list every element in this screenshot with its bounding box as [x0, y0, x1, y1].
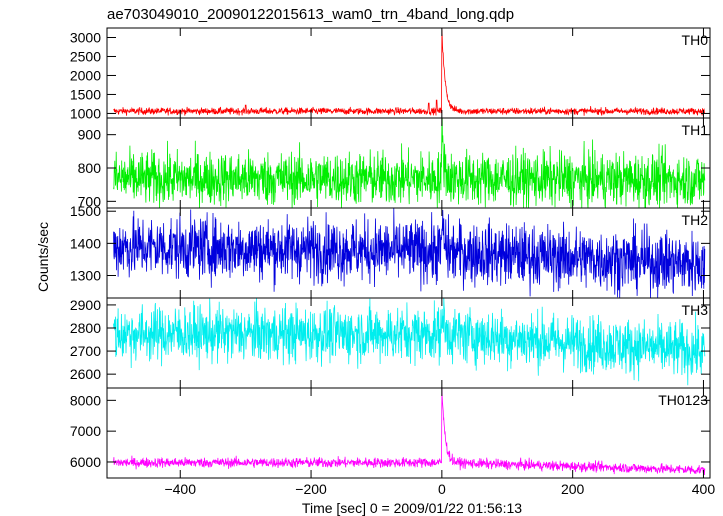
panel-th3: 2600 2700 2800 2900 TH3 [70, 297, 711, 389]
y-tick-label: 700 [78, 193, 102, 209]
chart-title: ae703049010_20090122015613_wam0_trn_4ban… [107, 6, 514, 23]
y-tick-label: 2900 [70, 297, 101, 313]
series-label: TH0123 [658, 392, 708, 408]
y-tick-label: 1000 [70, 105, 101, 121]
x-tick-label: 0 [438, 481, 446, 497]
panel-frame [106, 387, 711, 479]
series-label: TH1 [682, 122, 709, 138]
y-tick-label: 2800 [70, 320, 101, 336]
series-label: TH2 [682, 212, 709, 228]
y-tick-label: 1500 [70, 203, 101, 219]
series-label: TH0 [682, 32, 709, 48]
panel-frame [106, 27, 711, 119]
y-tick-label: 7000 [70, 423, 101, 439]
x-tick-label: −400 [164, 481, 196, 497]
y-tick-label: 8000 [70, 392, 101, 408]
x-tick-label: −200 [295, 481, 327, 497]
panel-th0123: 6000 7000 8000 TH0123 [70, 387, 711, 479]
x-tick-label: 200 [561, 481, 585, 497]
series-line-th3 [113, 297, 706, 386]
y-tick-label: 2700 [70, 343, 101, 359]
series-label: TH3 [682, 302, 709, 318]
x-axis-label: Time [sec] 0 = 2009/01/22 01:56:13 [302, 500, 522, 516]
panel-th1: 700 800 900 TH1 [78, 117, 711, 209]
series-line-th0 [113, 29, 706, 116]
y-tick-label: 2000 [70, 67, 101, 83]
panel-th0: 1000 1500 2000 2500 3000 TH0 [70, 27, 711, 121]
series-line-th1 [113, 117, 706, 209]
panel-th2: 1300 1400 1500 TH2 [70, 203, 711, 299]
y-tick-label: 1300 [70, 268, 101, 284]
y-tick-label: 3000 [70, 29, 101, 45]
series-line-th0123 [113, 388, 706, 476]
series-line-th2 [113, 208, 706, 299]
y-tick-label: 1500 [70, 86, 101, 102]
y-tick-label: 900 [78, 127, 102, 143]
y-tick-label: 6000 [70, 454, 101, 470]
y-tick-label: 1400 [70, 235, 101, 251]
y-tick-label: 800 [78, 160, 102, 176]
y-tick-label: 2600 [70, 366, 101, 382]
x-tick-label: 400 [692, 481, 716, 497]
y-axis-label: Counts/sec [35, 222, 51, 292]
y-tick-label: 2500 [70, 48, 101, 64]
